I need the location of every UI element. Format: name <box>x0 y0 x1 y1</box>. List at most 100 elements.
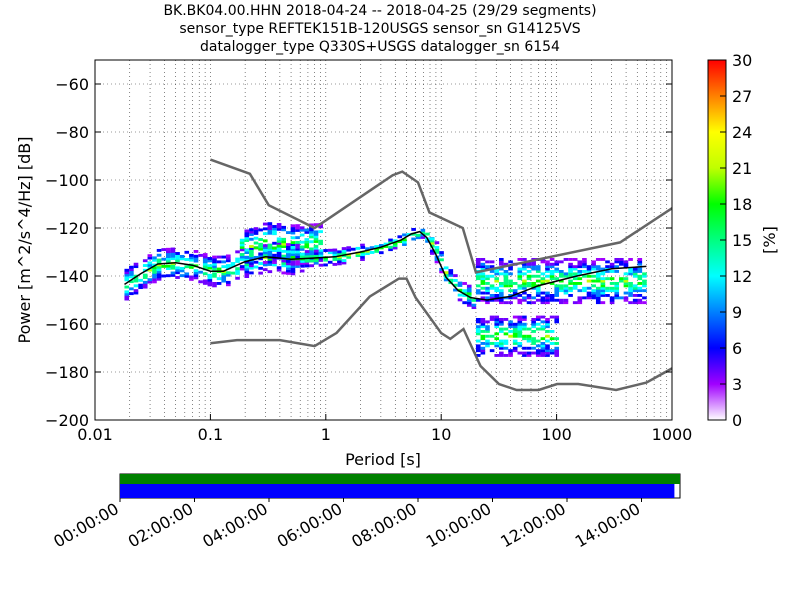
heatmap-cell <box>517 286 523 290</box>
heatmap-cell <box>475 258 481 261</box>
heatmap-cell <box>628 282 633 285</box>
heatmap-cell <box>290 260 296 264</box>
heatmap-cell <box>535 286 541 290</box>
heatmap-cell <box>286 262 291 266</box>
heatmap-cell <box>388 238 393 242</box>
heatmap-cell <box>535 344 541 348</box>
heatmap-cell <box>586 274 592 278</box>
heatmap-cell <box>379 244 384 247</box>
heatmap-cell <box>226 264 231 268</box>
heatmap-cell <box>272 249 277 252</box>
heatmap-cell <box>244 231 250 235</box>
heatmap-cell <box>253 227 259 231</box>
heatmap-cell <box>563 258 569 261</box>
heatmap-cell <box>595 301 601 305</box>
heatmap-cell <box>314 261 319 265</box>
heatmap-cell <box>212 255 217 259</box>
heatmap-cell <box>572 282 578 285</box>
heatmap-cell <box>304 240 310 244</box>
heatmap-cell <box>179 269 185 273</box>
heatmap-cell <box>623 291 629 295</box>
heatmap-cell <box>133 262 139 266</box>
heatmap-cell <box>559 279 564 283</box>
x-tick-label: 100 <box>541 425 572 444</box>
x-tick-label: 1 <box>321 425 331 444</box>
heatmap-cell <box>549 298 555 302</box>
heatmap-cell <box>642 279 647 283</box>
heatmap-cell <box>281 242 287 246</box>
heatmap-cell <box>545 349 550 353</box>
heatmap-cell <box>522 334 527 338</box>
heatmap-cell <box>577 298 583 302</box>
heatmap-cell <box>249 259 254 263</box>
heatmap-cell <box>554 277 560 281</box>
heatmap-cell <box>392 244 398 248</box>
heatmap-cell <box>129 275 134 279</box>
heatmap-cell <box>318 225 323 229</box>
heatmap-cell <box>485 286 490 290</box>
heatmap-cell <box>244 272 250 276</box>
heatmap-cell <box>258 242 263 246</box>
heatmap-cell <box>365 247 370 251</box>
curve-nlnm <box>210 277 672 392</box>
heatmap-cell <box>156 258 162 262</box>
heatmap-cell <box>499 262 504 266</box>
heatmap-cell <box>226 283 231 287</box>
heatmap-cell <box>272 253 277 257</box>
heatmap-cell <box>156 248 162 252</box>
heatmap-cell <box>563 286 569 290</box>
heatmap-cell <box>540 298 546 302</box>
heatmap-cell <box>642 284 647 288</box>
heatmap-cell <box>554 315 560 319</box>
heatmap-cell <box>554 289 560 293</box>
heatmap-cell <box>276 247 282 250</box>
heatmap-cell <box>526 337 532 341</box>
heatmap-cell <box>614 289 620 293</box>
heatmap-cell <box>517 267 523 271</box>
heatmap-cell <box>568 262 573 266</box>
heatmap-cell <box>517 270 523 273</box>
heatmap-cell <box>276 268 282 272</box>
heatmap-cell <box>318 242 323 246</box>
heatmap-cell <box>212 284 217 288</box>
heatmap-cell <box>535 270 541 273</box>
heatmap-cell <box>402 240 407 244</box>
heatmap-cell <box>309 252 315 256</box>
heatmap-cell <box>503 272 509 276</box>
heatmap-cell <box>531 322 536 326</box>
heatmap-cell <box>600 294 606 297</box>
heatmap-cell <box>198 270 203 274</box>
heatmap-cell <box>462 291 467 295</box>
heatmap-cell <box>531 318 536 321</box>
heatmap-cell <box>166 274 171 278</box>
heatmap-cell <box>480 267 486 271</box>
heatmap-cell <box>535 339 541 343</box>
heatmap-cell <box>568 282 573 285</box>
heatmap-cell <box>494 322 500 326</box>
heatmap-cell <box>522 286 527 290</box>
heatmap-cell <box>156 263 162 267</box>
heatmap-cell <box>642 272 647 276</box>
heatmap-cell <box>156 270 162 274</box>
heatmap-cell <box>207 266 213 270</box>
heatmap-cell <box>499 291 504 295</box>
heatmap-cell <box>549 265 555 269</box>
heatmap-cell <box>508 294 513 297</box>
heatmap-cell <box>226 266 231 270</box>
y-tick-label: −140 <box>45 267 89 286</box>
heatmap-cell <box>517 334 523 338</box>
heatmap-cell <box>175 252 180 255</box>
heatmap-cell <box>582 265 587 269</box>
heatmap-cell <box>499 298 504 302</box>
heatmap-cell <box>286 255 291 259</box>
heatmap-cell <box>290 245 296 249</box>
heatmap-cell <box>346 246 351 250</box>
heatmap-cell <box>272 232 277 236</box>
heatmap-cell <box>517 277 523 281</box>
heatmap-cell <box>286 252 291 256</box>
heatmap-cell <box>540 351 546 355</box>
heatmap-cell <box>276 227 282 231</box>
heatmap-cell <box>595 258 601 261</box>
heatmap-cell <box>535 267 541 271</box>
heatmap-cell <box>272 258 277 262</box>
